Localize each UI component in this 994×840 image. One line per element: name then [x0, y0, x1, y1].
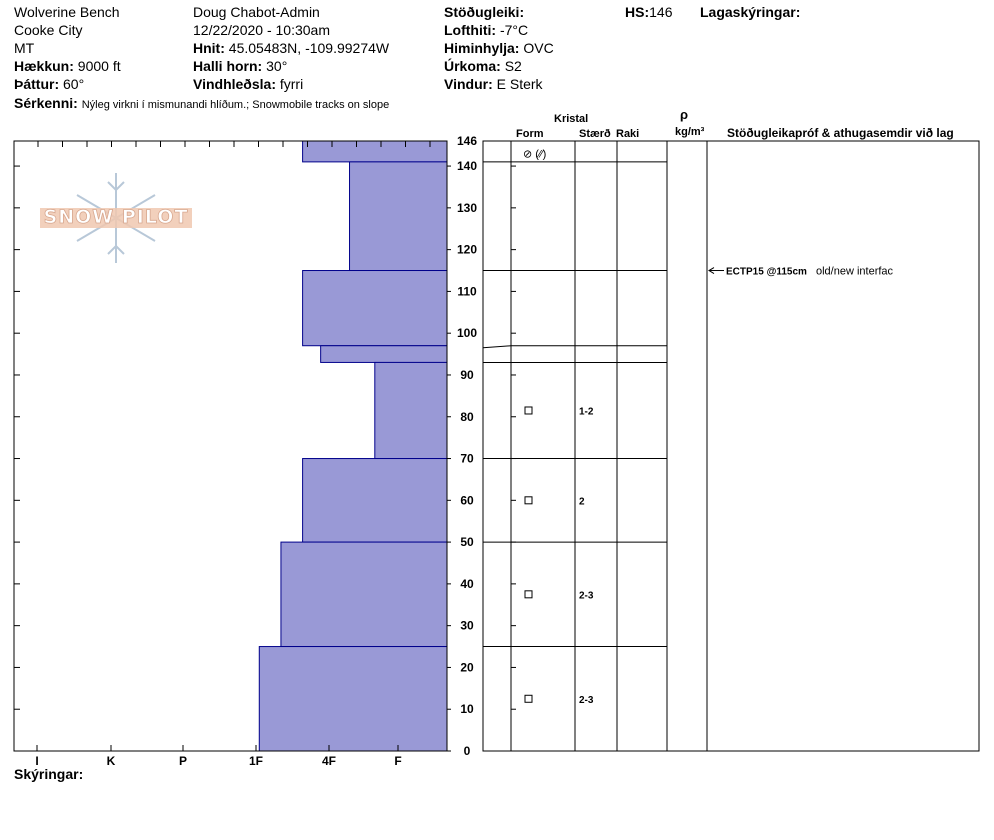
- wind: Vindur: E Sterk: [444, 76, 543, 92]
- notes-label: Skýringar:: [14, 766, 84, 782]
- aspect: Þáttur: 60°: [14, 76, 85, 92]
- snowpilot-logo-text: SNOW PILOT: [43, 206, 189, 229]
- hardness-label-K: K: [107, 754, 116, 768]
- depth-label-10: 10: [460, 702, 474, 716]
- hardness-bar-5: [302, 458, 448, 543]
- crystal-size-2: 2: [579, 496, 585, 507]
- hardness-bar-4: [374, 361, 448, 460]
- depth-label-50: 50: [460, 535, 474, 549]
- depth-label-40: 40: [460, 577, 474, 591]
- date-time: 12/22/2020 - 10:30am: [193, 22, 330, 38]
- hardness-label-I: I: [35, 754, 38, 768]
- moisture-header: Raki: [616, 128, 640, 140]
- size-header: Stærð: [579, 128, 611, 140]
- special-features: Sérkenni: Nýleg virkni í mismunandi hlíð…: [14, 95, 390, 111]
- hardness-label-1F: 1F: [249, 754, 263, 768]
- rho-symbol: ρ: [680, 107, 689, 122]
- form-header: Form: [516, 128, 544, 140]
- depth-label-120: 120: [457, 243, 477, 257]
- hardness-bar-7: [258, 646, 448, 752]
- slope-angle: Halli horn: 30°: [193, 58, 288, 74]
- hardness-bar-0: [302, 140, 448, 163]
- tests-header: Stöðugleikapróf & athugasemdir við lag: [727, 126, 954, 140]
- depth-label-146: 146: [457, 134, 477, 148]
- layer-connector: [482, 345, 512, 349]
- crystal-form-square-2: [524, 496, 533, 505]
- depth-label-60: 60: [460, 493, 474, 507]
- depth-label-130: 130: [457, 201, 477, 215]
- stability-label: Stöðugleiki:: [444, 4, 525, 20]
- test-result-comment: old/new interfac: [816, 266, 894, 278]
- snow-height: HS:146: [625, 4, 673, 20]
- crystal-form-square-4: [524, 694, 533, 703]
- hardness-label-P: P: [179, 754, 187, 768]
- crystal-size-1: 1-2: [579, 406, 594, 417]
- depth-label-100: 100: [457, 326, 477, 340]
- layer-grid-frame: [482, 140, 980, 752]
- sky-cover: Himinhylja: OVC: [444, 40, 554, 56]
- coordinates: Hnit: 45.05483N, -109.99274W: [193, 40, 390, 56]
- depth-label-140: 140: [457, 159, 477, 173]
- hardness-label-F: F: [394, 754, 401, 768]
- hardness-label-4F: 4F: [322, 754, 336, 768]
- hardness-bar-3: [320, 345, 448, 363]
- crystal-form-square-1: [524, 406, 533, 415]
- hardness-bar-2: [302, 270, 448, 347]
- depth-label-70: 70: [460, 452, 474, 466]
- depth-label-80: 80: [460, 410, 474, 424]
- crystal-header: Kristal: [554, 113, 589, 125]
- wind-loading: Vindhleðsla: fyrri: [193, 76, 304, 92]
- depth-label-20: 20: [460, 660, 474, 674]
- crystal-form-square-3: [524, 590, 533, 599]
- snowflake-icon: [40, 173, 192, 263]
- crystal-size-4: 2-3: [579, 695, 594, 706]
- test-result-code: ECTP15 @115cm: [726, 267, 807, 278]
- snow-profile-chart: I K P 1F 4F F 0 10 20 30 40 50 60 70 80 90 100 110 120 130 1…: [13, 134, 980, 768]
- depth-label-90: 90: [460, 368, 474, 382]
- observer: Doug Chabot-Admin: [193, 4, 320, 20]
- elevation: Hækkun: 9000 ft: [14, 58, 121, 74]
- hardness-chart-frame: [13, 140, 448, 752]
- crystal-form-symbol-0: ⊘ (⁄⁄): [523, 149, 546, 161]
- annotation-arrow-head: [708, 267, 715, 274]
- state-name: MT: [14, 40, 35, 56]
- layer-notes-label: Lagaskýringar:: [700, 4, 801, 20]
- snowpilot-logo: SNOW PILOT: [38, 168, 194, 268]
- depth-label-0: 0: [464, 744, 471, 758]
- depth-label-30: 30: [460, 619, 474, 633]
- location-name: Wolverine Bench: [14, 4, 120, 20]
- air-temp: Lofthiti: -7°C: [444, 22, 529, 38]
- area-name: Cooke City: [14, 22, 83, 38]
- hardness-bar-1: [349, 161, 448, 272]
- depth-label-110: 110: [457, 284, 477, 298]
- crystal-size-3: 2-3: [579, 590, 594, 601]
- hardness-bar-6: [280, 541, 448, 648]
- precipitation: Úrkoma: S2: [444, 58, 522, 74]
- density-unit: kg/m³: [675, 126, 705, 138]
